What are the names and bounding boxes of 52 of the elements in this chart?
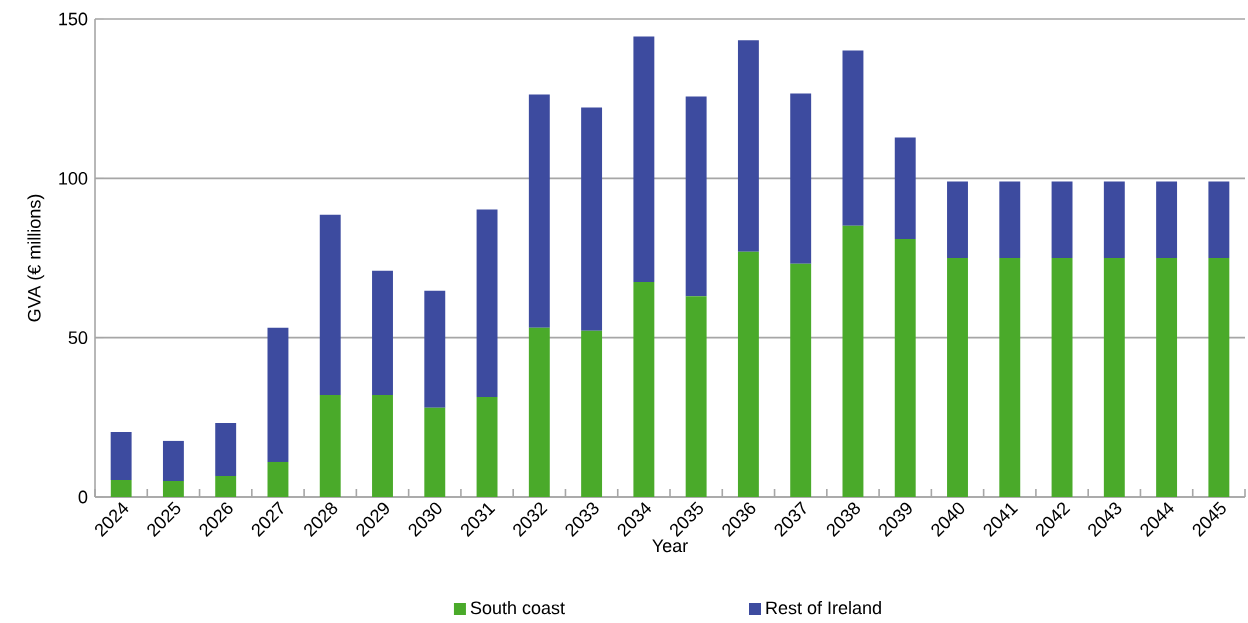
bar — [424, 290, 446, 408]
bar — [110, 431, 132, 481]
bar — [947, 258, 968, 497]
bar — [372, 395, 393, 497]
bar — [581, 330, 603, 497]
bar — [528, 94, 550, 328]
bar — [215, 475, 237, 497]
bar — [894, 238, 916, 497]
y-tick-label: 50 — [68, 331, 88, 345]
x-axis-title: Year — [652, 539, 688, 553]
y-tick-label: 150 — [59, 12, 88, 26]
bar — [633, 36, 655, 282]
y-axis-title: GVA (€ millions) — [27, 194, 45, 322]
bar — [267, 461, 289, 497]
bar — [1156, 181, 1178, 259]
bar — [737, 251, 759, 497]
bar — [999, 181, 1021, 259]
bar — [790, 263, 812, 497]
bar — [1051, 181, 1073, 259]
bar — [842, 50, 864, 226]
bar — [1051, 258, 1073, 497]
bar — [894, 137, 916, 239]
bar — [1208, 181, 1230, 259]
bar — [790, 93, 812, 264]
bar — [476, 396, 498, 497]
bar — [842, 225, 864, 497]
bar — [1208, 258, 1230, 497]
bar — [319, 395, 341, 497]
bar — [1103, 181, 1125, 259]
bar — [737, 40, 759, 252]
bar — [476, 209, 498, 397]
bar — [215, 423, 237, 476]
bar — [372, 270, 393, 396]
bar — [267, 327, 289, 462]
bar — [633, 281, 655, 497]
bar — [110, 480, 132, 497]
bar — [1156, 258, 1178, 497]
bar — [581, 107, 603, 331]
bar — [319, 214, 341, 396]
bar — [162, 440, 184, 482]
bar — [162, 481, 184, 497]
y-tick-label: 0 — [78, 490, 88, 504]
y-tick-label: 100 — [59, 171, 88, 185]
bar — [424, 407, 446, 497]
legend-label: South coast — [470, 600, 565, 615]
bar — [685, 296, 707, 497]
bar — [999, 258, 1021, 497]
bar — [685, 96, 707, 297]
bar — [947, 181, 968, 259]
legend-label: Rest of Ireland — [766, 600, 881, 615]
bar — [1103, 258, 1125, 497]
bar — [528, 327, 550, 497]
